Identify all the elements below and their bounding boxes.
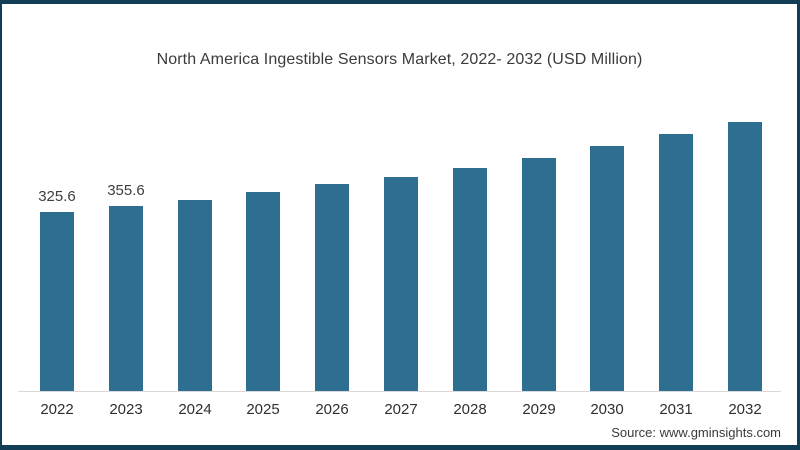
bar-2027 — [384, 177, 418, 391]
x-tick-label-2028: 2028 — [453, 401, 487, 418]
bar-2031 — [659, 134, 693, 391]
bar-value-label-2023: 355.6 — [107, 182, 145, 199]
x-tick-label-2026: 2026 — [315, 401, 349, 418]
x-axis-line — [18, 391, 781, 392]
x-tick-label-2029: 2029 — [522, 401, 556, 418]
bar-2028 — [453, 168, 487, 391]
x-tick-label-2025: 2025 — [246, 401, 280, 418]
bar-2022 — [40, 212, 74, 391]
bar-2023 — [109, 206, 143, 391]
x-tick-label-2032: 2032 — [728, 401, 762, 418]
x-tick-label-2024: 2024 — [178, 401, 212, 418]
plot-area: 325.6 2022 355.6 2023 2024 2025 2026 2027 2028 20… — [2, 4, 797, 445]
x-tick-label-2022: 2022 — [40, 401, 74, 418]
x-tick-label-2023: 2023 — [109, 401, 143, 418]
bar-2029 — [522, 158, 556, 391]
bar-value-label-2022: 325.6 — [38, 188, 76, 205]
x-tick-label-2031: 2031 — [659, 401, 693, 418]
bar-2032 — [728, 122, 762, 391]
source-attribution: Source: www.gminsights.com — [611, 425, 781, 440]
bar-2024 — [178, 200, 212, 391]
bar-2030 — [590, 146, 624, 391]
x-tick-label-2027: 2027 — [384, 401, 418, 418]
chart-title: North America Ingestible Sensors Market,… — [156, 51, 643, 68]
bar-2026 — [315, 184, 349, 391]
x-tick-label-2030: 2030 — [590, 401, 624, 418]
bar-2025 — [246, 192, 280, 391]
